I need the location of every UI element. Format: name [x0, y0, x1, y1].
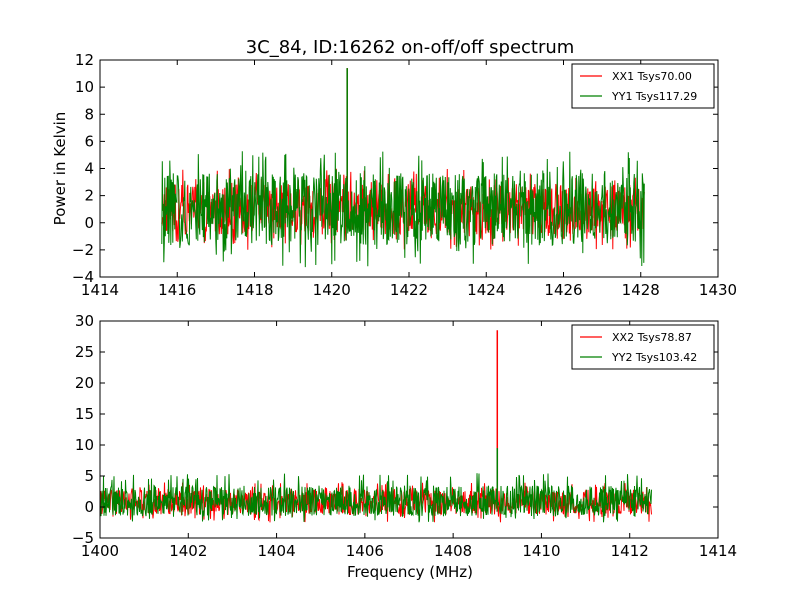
x-tick-label: 1424 — [467, 281, 505, 299]
x-tick-label: 1422 — [390, 281, 428, 299]
plot-area-frame — [99, 320, 719, 539]
x-tick-label: 1416 — [158, 281, 196, 299]
y-tick-label: 0 — [84, 498, 94, 516]
bottom-spectrum-panel: 1400 1402 1404 1406 1408 1410 1412 1414 −5 0 5 10 15… — [72, 312, 737, 560]
x-tick-label: 1430 — [699, 281, 737, 299]
x-tick-label: 1406 — [346, 542, 384, 560]
x-tick-label: 1428 — [622, 281, 660, 299]
y-tick-label: −5 — [72, 529, 94, 547]
x-tick-label: 1412 — [611, 542, 649, 560]
x-tick-label: 1414 — [81, 281, 119, 299]
y-tick-label: 30 — [75, 312, 94, 330]
legend-label: XX1 Tsys70.00 — [612, 70, 692, 83]
y-tick-label: 25 — [75, 343, 94, 361]
y-tick-label: 6 — [84, 132, 94, 150]
x-tick-label: 1414 — [699, 542, 737, 560]
x-tick-label: 1410 — [522, 542, 560, 560]
y-tick-label: 20 — [75, 374, 94, 392]
x-tick-label: 1418 — [235, 281, 273, 299]
legend-label: YY1 Tsys117.29 — [611, 90, 697, 103]
y-tick-label: 8 — [84, 105, 94, 123]
y-tick-label: 4 — [84, 160, 94, 178]
y-tick-label: −4 — [72, 268, 94, 286]
legend-box — [571, 324, 715, 370]
y-tick-label: 15 — [75, 405, 94, 423]
x-tick-label: 1400 — [81, 542, 119, 560]
x-tick-label: 1402 — [169, 542, 207, 560]
series-line-yy2-tsys103-42 — [100, 473, 652, 523]
x-tick-label: 1420 — [313, 281, 351, 299]
legend-label: YY2 Tsys103.42 — [611, 351, 697, 364]
x-tick-label: 1408 — [434, 542, 472, 560]
y-axis-label: Power in Kelvin — [51, 112, 69, 226]
y-tick-label: 12 — [75, 51, 94, 69]
y-tick-label: −2 — [72, 241, 94, 259]
legend: XX1 Tsys70.00 YY1 Tsys117.29 — [571, 63, 715, 109]
y-tick-label: 10 — [75, 78, 94, 96]
legend: XX2 Tsys78.87 YY2 Tsys103.42 — [571, 324, 715, 370]
legend-box — [571, 63, 715, 109]
series-line-yy1-tsys117-29 — [161, 151, 645, 268]
y-tick-label: 0 — [84, 214, 94, 232]
legend-label: XX2 Tsys78.87 — [612, 331, 692, 344]
y-tick-label: 10 — [75, 436, 94, 454]
x-tick-label: 1426 — [544, 281, 582, 299]
x-tick-label: 1404 — [257, 542, 295, 560]
figure-xlabel: Frequency (MHz) — [347, 563, 473, 581]
y-tick-label: 5 — [84, 467, 94, 485]
y-tick-label: 2 — [84, 187, 94, 205]
figure-title: 3C_84, ID:16262 on-off/off spectrum — [246, 37, 575, 58]
top-spectrum-panel: 1414 1416 1418 1420 1422 1424 1426 1428 1430 −4 −2… — [51, 51, 737, 299]
